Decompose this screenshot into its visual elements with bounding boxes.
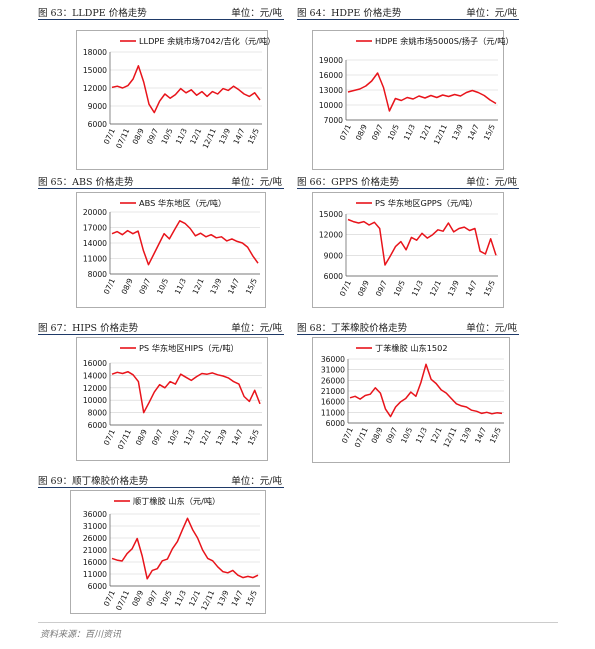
series-line bbox=[111, 220, 259, 266]
y-tick-label: 16000 bbox=[319, 71, 343, 80]
y-tick-label: 16000 bbox=[321, 398, 345, 407]
chart-frame bbox=[70, 490, 266, 614]
y-tick-label: 6000 bbox=[326, 419, 345, 428]
y-tick-label: 11000 bbox=[83, 570, 107, 579]
chart-sbr: 6000 11000 16000 21000 26000 31000 36000 07/1 07… bbox=[312, 337, 510, 463]
y-tick-label: 20000 bbox=[83, 208, 107, 217]
chart-abs: 8000 11000 14000 17000 20000 07/1 08/9 09/7 10/5… bbox=[76, 192, 266, 308]
y-tick-label: 31000 bbox=[321, 366, 345, 375]
figure-title: 图 64：HDPE 价格走势 bbox=[297, 8, 402, 19]
y-tick-label: 10000 bbox=[319, 101, 343, 110]
chart-hdpe: 7000 10000 13000 16000 19000 07/1 08/9 09/7 10/5… bbox=[312, 30, 514, 170]
figure-header-67: 图 67：HIPS 价格走势 单位：元/吨 bbox=[38, 318, 284, 335]
legend-label: LLDPE 余姚市场7042/吉化（元/吨） bbox=[139, 36, 275, 46]
y-tick-label: 16000 bbox=[83, 359, 107, 368]
figure-title: 图 67：HIPS 价格走势 bbox=[38, 323, 139, 334]
figure-unit: 单位：元/吨 bbox=[466, 177, 517, 188]
y-tick-label: 36000 bbox=[83, 510, 107, 519]
legend-label: 顺丁橡胶 山东（元/吨） bbox=[133, 496, 220, 506]
y-tick-label: 15000 bbox=[319, 210, 343, 219]
figure-unit: 单位：元/吨 bbox=[231, 476, 282, 487]
y-tick-label: 21000 bbox=[321, 387, 345, 396]
series-line bbox=[347, 72, 497, 112]
y-tick-label: 6000 bbox=[88, 120, 107, 129]
figure-header-64: 图 64：HDPE 价格走势 单位：元/吨 bbox=[297, 3, 519, 20]
y-tick-label: 26000 bbox=[321, 376, 345, 385]
chart-hips: 6000 8000 10000 12000 14000 16000 07/1 07/11 08/… bbox=[76, 337, 268, 461]
y-tick-label: 18000 bbox=[83, 48, 107, 57]
y-tick-label: 7000 bbox=[324, 116, 343, 125]
series-line bbox=[111, 517, 259, 580]
figure-unit: 单位：元/吨 bbox=[466, 323, 517, 334]
chart-svg: 600011000160002100026000310003600007/107… bbox=[312, 337, 510, 463]
figure-title: 图 69：顺丁橡胶价格走势 bbox=[38, 476, 149, 487]
chart-frame bbox=[76, 30, 268, 170]
y-tick-label: 12000 bbox=[83, 384, 107, 393]
figure-unit: 单位：元/吨 bbox=[231, 177, 282, 188]
y-tick-label: 14000 bbox=[83, 239, 107, 248]
y-tick-label: 11000 bbox=[83, 255, 107, 264]
y-tick-label: 6000 bbox=[88, 582, 107, 591]
figure-title: 图 65：ABS 价格走势 bbox=[38, 177, 134, 188]
chart-lldpe: 6000 9000 12000 15000 18000 07/1 07/11 08/9 09/7… bbox=[76, 30, 275, 170]
chart-frame bbox=[76, 337, 268, 461]
y-tick-label: 10000 bbox=[83, 396, 107, 405]
y-tick-label: 12000 bbox=[83, 84, 107, 93]
figure-header-66: 图 66：GPPS 价格走势 单位：元/吨 bbox=[297, 172, 519, 189]
y-tick-label: 13000 bbox=[319, 86, 343, 95]
y-tick-label: 11000 bbox=[321, 408, 345, 417]
figure-unit: 单位：元/吨 bbox=[231, 323, 282, 334]
figure-title: 图 63：LLDPE 价格走势 bbox=[38, 8, 147, 19]
chart-br: 6000 11000 16000 21000 26000 31000 36000 07/1 07… bbox=[70, 490, 266, 614]
y-tick-label: 12000 bbox=[319, 231, 343, 240]
chart-gpps: 6000 9000 12000 15000 07/1 08/9 09/7 10/5 11/3 12… bbox=[312, 192, 504, 308]
y-tick-label: 19000 bbox=[319, 56, 343, 65]
source-note: 资料来源：百川资讯 bbox=[40, 630, 122, 640]
figure-header-65: 图 65：ABS 价格走势 单位：元/吨 bbox=[38, 172, 284, 189]
y-tick-label: 9000 bbox=[324, 251, 343, 260]
y-tick-label: 21000 bbox=[83, 546, 107, 555]
y-tick-label: 14000 bbox=[83, 371, 107, 380]
chart-frame bbox=[312, 192, 504, 308]
figure-header-63: 图 63：LLDPE 价格走势 单位：元/吨 bbox=[38, 3, 284, 20]
series-line bbox=[349, 363, 503, 418]
y-tick-label: 6000 bbox=[88, 421, 107, 430]
legend-label: ABS 华东地区（元/吨） bbox=[139, 198, 226, 208]
y-tick-label: 9000 bbox=[88, 102, 107, 111]
y-tick-label: 8000 bbox=[88, 270, 107, 279]
chart-frame bbox=[76, 192, 266, 308]
figure-header-68: 图 68：丁苯橡胶价格走势 单位：元/吨 bbox=[297, 318, 519, 335]
y-tick-label: 36000 bbox=[321, 355, 345, 364]
legend-label: PS 华东地区GPPS（元/吨） bbox=[375, 198, 477, 208]
chart-frame bbox=[312, 337, 510, 463]
chart-frame bbox=[312, 30, 504, 170]
series-line bbox=[111, 65, 261, 114]
series-line bbox=[347, 218, 497, 266]
y-tick-label: 16000 bbox=[83, 558, 107, 567]
series-line bbox=[111, 370, 261, 414]
y-tick-label: 26000 bbox=[83, 534, 107, 543]
chart-svg: 600011000160002100026000310003600007/107… bbox=[70, 490, 266, 614]
figure-unit: 单位：元/吨 bbox=[466, 8, 517, 19]
legend-label: 丁苯橡胶 山东1502 bbox=[375, 343, 448, 353]
y-tick-label: 31000 bbox=[83, 522, 107, 531]
figure-title: 图 66：GPPS 价格走势 bbox=[297, 177, 400, 188]
figure-title: 图 68：丁苯橡胶价格走势 bbox=[297, 323, 408, 334]
legend-label: HDPE 余姚市场5000S/扬子（元/吨） bbox=[375, 36, 514, 46]
figure-header-69: 图 69：顺丁橡胶价格走势 单位：元/吨 bbox=[38, 471, 284, 488]
figure-unit: 单位：元/吨 bbox=[231, 8, 282, 19]
y-tick-label: 6000 bbox=[324, 272, 343, 281]
y-tick-label: 8000 bbox=[88, 409, 107, 418]
legend-label: PS 华东地区HIPS（元/吨） bbox=[139, 343, 239, 353]
footer-rule bbox=[38, 622, 558, 623]
y-tick-label: 15000 bbox=[83, 66, 107, 75]
y-tick-label: 17000 bbox=[83, 224, 107, 233]
